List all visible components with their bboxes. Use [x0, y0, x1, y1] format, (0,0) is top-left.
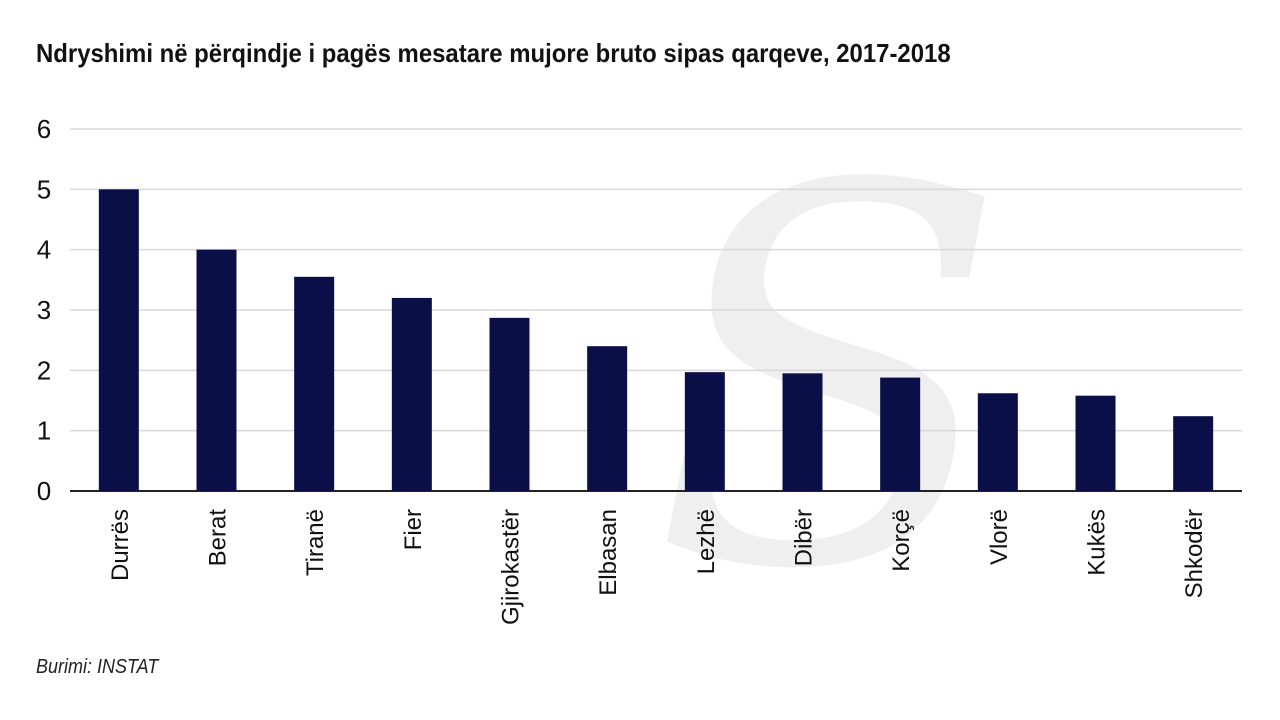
y-tick-label: 1 [37, 416, 51, 446]
bar [587, 346, 628, 491]
x-tick-label: Berat [205, 509, 232, 567]
x-tick-label: Lezhë [693, 509, 720, 574]
chart-title: Ndryshimi në përqindje i pagës mesatare … [36, 38, 951, 68]
bar [977, 393, 1018, 491]
bar [880, 377, 921, 491]
x-tick-label: Fier [400, 509, 427, 550]
y-tick-label: 0 [37, 476, 51, 506]
x-tick-label: Gjirokastër [498, 509, 525, 625]
bar [1173, 416, 1214, 491]
bar [294, 276, 335, 491]
y-tick-label: 3 [37, 295, 51, 325]
x-tick-label: Durrës [107, 509, 134, 581]
y-tick-label: 5 [37, 174, 51, 204]
x-tick-label: Korçë [888, 509, 915, 572]
bar [684, 372, 725, 491]
bar [391, 297, 432, 491]
bar [98, 189, 139, 492]
x-tick-label: Dibër [791, 509, 818, 566]
source-note: Burimi: INSTAT [36, 656, 159, 678]
x-tick-label: Vlorë [986, 509, 1013, 565]
bar [489, 317, 530, 491]
bar [1075, 395, 1116, 491]
x-tick-label: Kukës [1084, 509, 1111, 576]
y-tick-label: 4 [37, 235, 51, 265]
y-tick-label: 2 [37, 355, 51, 385]
x-tick-label: Elbasan [595, 509, 622, 596]
y-tick-label: 6 [37, 114, 51, 144]
bar [782, 373, 823, 491]
x-tick-label: Shkodër [1181, 509, 1208, 598]
bar [196, 249, 237, 491]
x-tick-label: Tiranë [302, 509, 329, 576]
